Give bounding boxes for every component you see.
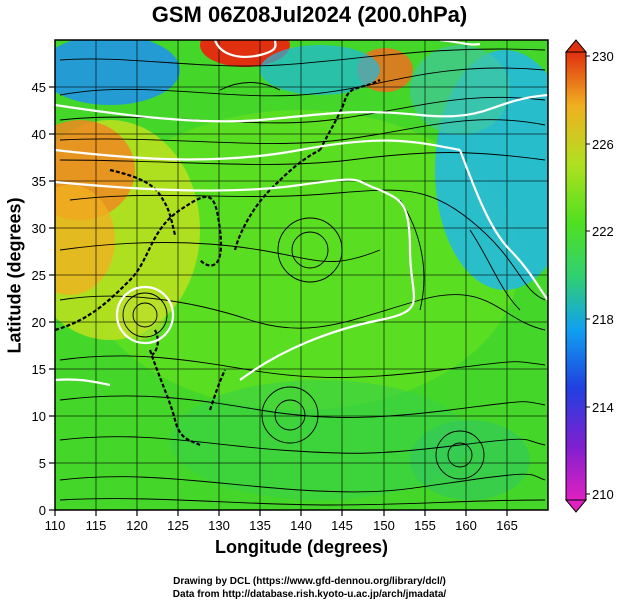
y-tick-label: 20 [32, 315, 46, 330]
y-tick-label: 15 [32, 362, 46, 377]
y-tick-label: 10 [32, 409, 46, 424]
y-axis-label: Latitude (degrees) [4, 197, 25, 354]
y-tick-label: 40 [32, 127, 46, 142]
y-tick-label: 30 [32, 221, 46, 236]
credit-data-source: Data from http://database.rish.kyoto-u.a… [172, 589, 447, 600]
x-tick-label: 115 [86, 518, 107, 533]
colorbar-label: 210 [592, 487, 614, 502]
x-tick-label: 120 [126, 518, 148, 533]
colorbar-label: 214 [592, 400, 614, 415]
x-tick-label: 125 [167, 518, 189, 533]
colorbar-top-arrow [564, 39, 588, 53]
x-tick-label: 160 [455, 518, 477, 533]
map-title: GSM 06Z08Jul2024 (200.0hPa) [151, 2, 468, 27]
x-tick-label: 135 [249, 518, 271, 533]
colorbar: 230 226 222 218 214 210 [564, 39, 614, 513]
credit-drawing: Drawing by DCL (https://www.gfd-dennou.o… [173, 576, 446, 587]
colorbar-bottom-arrow [564, 499, 588, 513]
x-tick-label: 145 [331, 518, 353, 533]
coastlines [55, 79, 381, 446]
y-tick-label: 25 [32, 268, 46, 283]
axis-ticks [49, 86, 508, 516]
colorbar-label: 222 [592, 224, 614, 239]
y-tick-label: 5 [39, 456, 46, 471]
y-tick-label: 35 [32, 174, 46, 189]
x-tick-label: 150 [373, 518, 395, 533]
wind-streamlines [59, 48, 546, 506]
x-tick-label: 130 [208, 518, 230, 533]
x-axis-label: Longitude (degrees) [214, 537, 388, 557]
colorbar-label: 218 [592, 312, 614, 327]
y-tick-label: 0 [39, 503, 46, 518]
y-tick-labels: 0 5 10 15 20 25 30 35 40 45 [32, 80, 46, 518]
x-tick-label: 155 [414, 518, 436, 533]
temperature-field [55, 40, 548, 510]
colorbar-label: 226 [592, 137, 614, 152]
x-tick-label: 165 [496, 518, 518, 533]
colorbar-label: 230 [592, 49, 614, 64]
x-tick-labels: 110 115 120 125 130 135 140 145 150 155 … [45, 518, 518, 533]
y-tick-label: 45 [32, 80, 46, 95]
x-tick-label: 110 [45, 518, 66, 533]
contours [55, 40, 548, 387]
x-tick-label: 140 [290, 518, 312, 533]
colorbar-scale [565, 51, 587, 501]
